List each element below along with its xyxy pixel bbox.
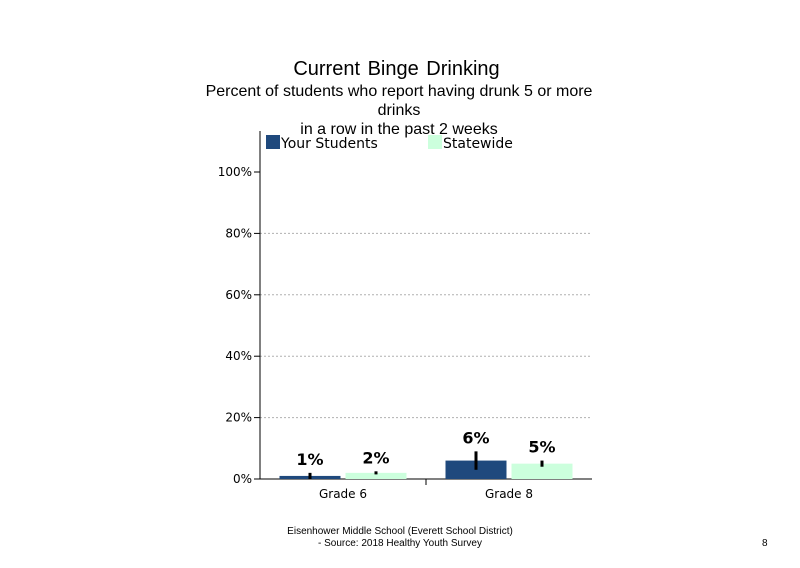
legend-swatch — [428, 135, 442, 149]
data-label: 2% — [362, 448, 389, 467]
page-number: 8 — [762, 538, 768, 549]
subtitle-line-2: in a row in the past 2 weeks — [300, 121, 498, 138]
bar-statewide — [345, 472, 407, 479]
category-label: Grade 6 — [319, 487, 367, 501]
bar-statewide — [511, 463, 573, 479]
legend-label: Statewide — [443, 136, 513, 152]
data-label: 6% — [462, 428, 489, 447]
footer-line-1: Eisenhower Middle School (Everett School… — [287, 526, 513, 537]
legend-swatch — [266, 135, 280, 149]
data-label: 5% — [528, 438, 555, 457]
y-tick-label: 100% — [218, 165, 252, 179]
legend-label: Your Students — [280, 136, 378, 152]
y-tick-label: 80% — [225, 226, 252, 240]
category-label: Grade 8 — [485, 487, 533, 501]
y-tick-label: 20% — [225, 411, 252, 425]
data-label: 1% — [296, 450, 323, 469]
chart-subtitle: Percent of students who report having dr… — [199, 82, 599, 139]
y-tick-label: 0% — [233, 472, 252, 486]
chart-title: Current Binge Drinking — [293, 58, 500, 80]
footer-source: Eisenhower Middle School (Everett School… — [240, 526, 560, 550]
y-tick-label: 60% — [225, 288, 252, 302]
y-tick-label: 40% — [225, 349, 252, 363]
subtitle-line-1: Percent of students who report having dr… — [205, 83, 593, 119]
footer-line-2: - Source: 2018 Healthy Youth Survey — [318, 538, 482, 549]
